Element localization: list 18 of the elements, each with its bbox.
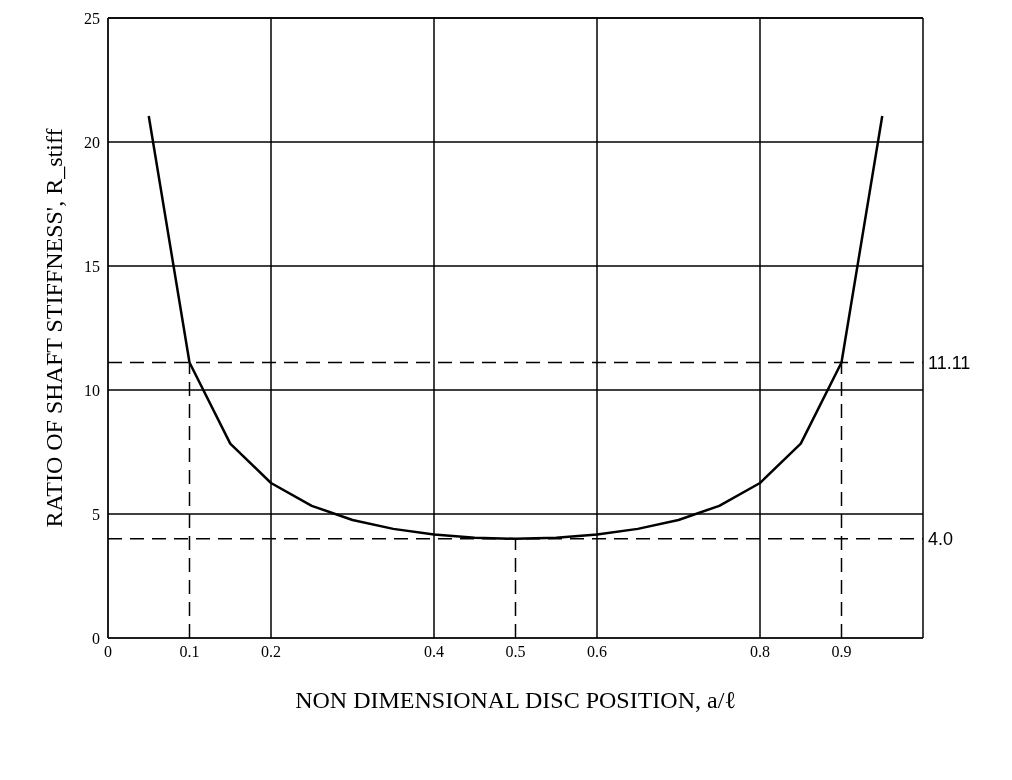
x-tick-label: 0.4: [424, 643, 444, 661]
x-axis-title: NON DIMENSIONAL DISC POSITION, a/ℓ: [295, 687, 736, 713]
y-tick-label: 20: [84, 133, 100, 151]
x-tick-label: 0.8: [750, 643, 770, 661]
y-tick-label: 5: [92, 505, 100, 523]
x-tick-label: 0: [104, 643, 112, 661]
x-tick-label: 0.9: [831, 643, 852, 661]
x-tick-label: 0.2: [261, 643, 281, 661]
y-tick-label: 15: [84, 257, 100, 275]
x-tick-label: 0.5: [505, 643, 526, 661]
ref-line-label: 11.11: [928, 352, 971, 373]
x-tick-label: 0.1: [179, 643, 200, 661]
y-tick-label: 25: [84, 9, 100, 27]
y-axis-title: RATIO OF SHAFT STIFFNESS', R_stiff: [40, 128, 67, 528]
ref-line-label: 4.0: [928, 529, 954, 550]
y-tick-label: 0: [92, 629, 100, 647]
x-tick-label: 0.6: [587, 643, 607, 661]
y-tick-label: 10: [84, 381, 100, 399]
